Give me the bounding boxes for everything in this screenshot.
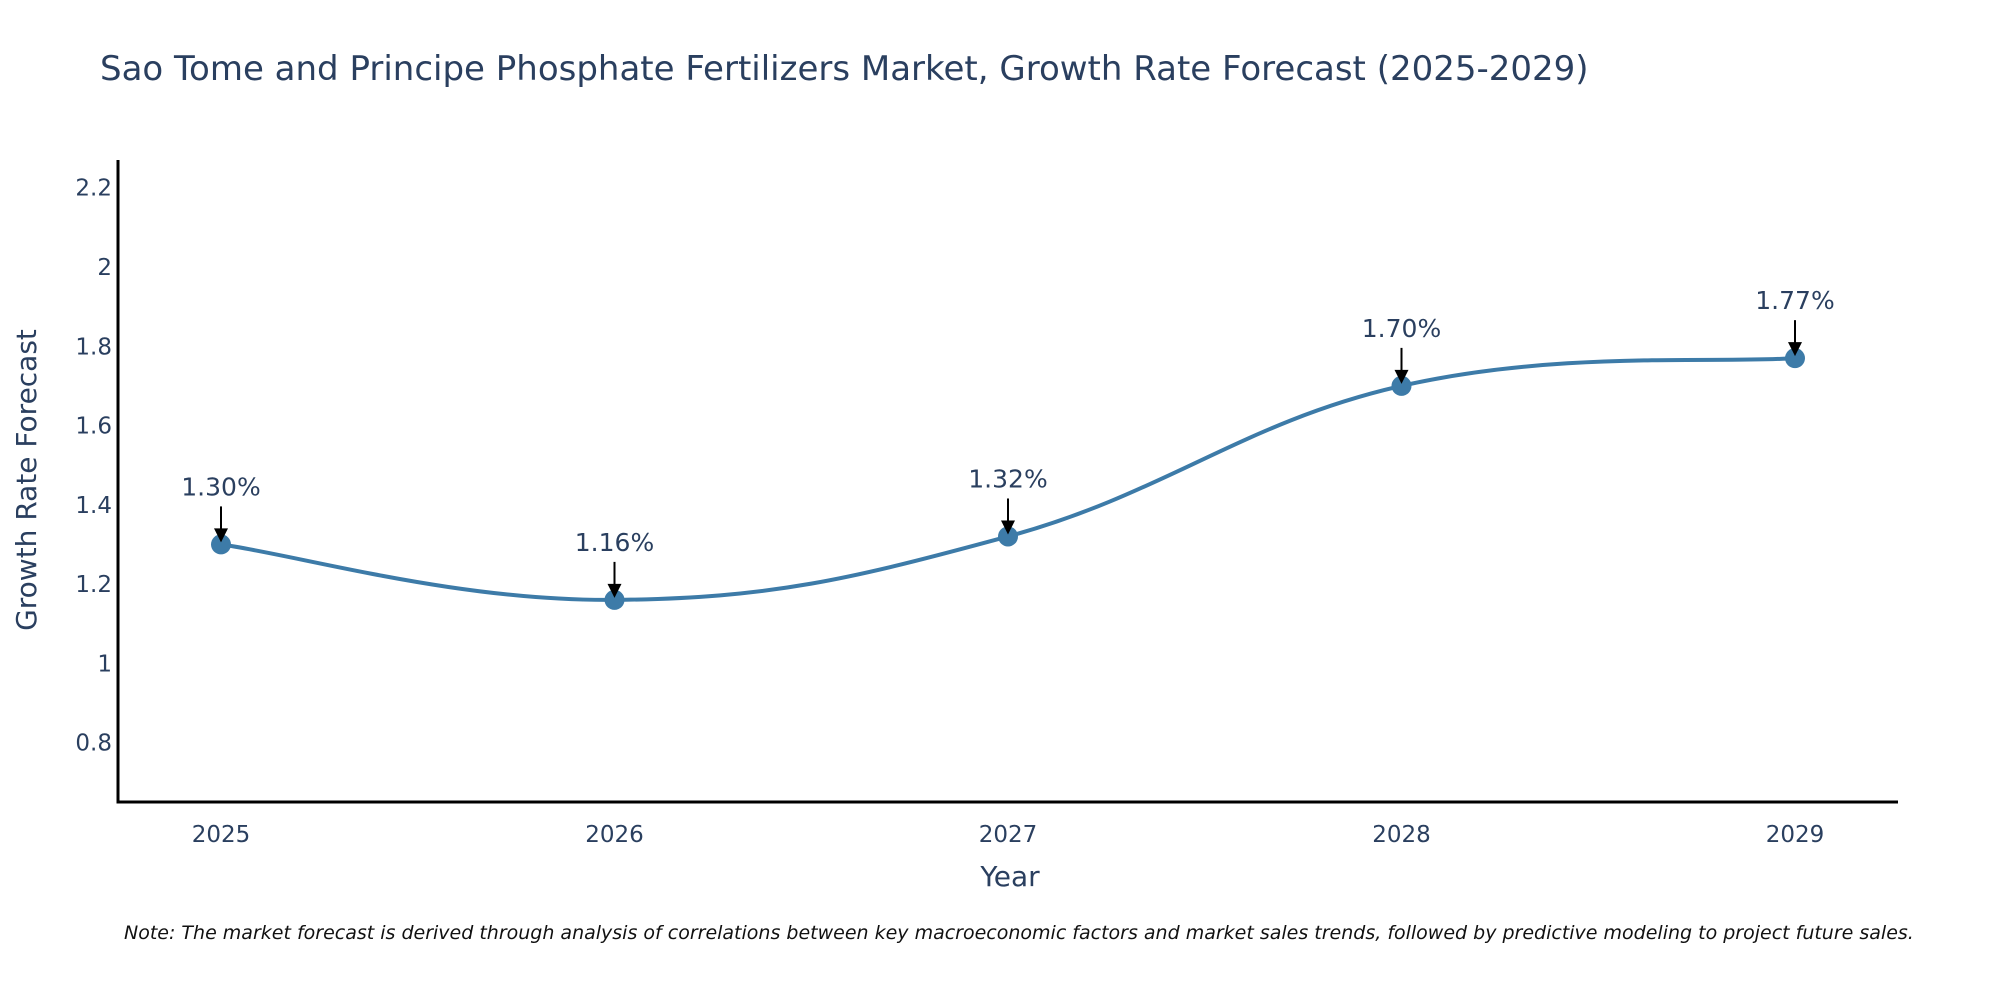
chart-title: Sao Tome and Principe Phosphate Fertiliz… [100, 49, 1589, 89]
annotation-arrowhead [1001, 520, 1015, 535]
data-point-marker [1391, 375, 1412, 396]
y-axis-ticks: 0.8 1 1.2 1.4 1.6 1.8 2 2.2 [75, 176, 112, 757]
x-tick-label: 2028 [1372, 822, 1431, 848]
data-label: 1.30% [181, 472, 260, 501]
x-tick-label: 2027 [979, 822, 1038, 848]
data-label-annotations: 1.30% 1.16% 1.32% 1.70% 1.77% [181, 286, 1835, 598]
footnote: Note: The market forecast is derived thr… [124, 922, 1914, 944]
data-point-marker [998, 526, 1018, 547]
y-tick-label: 1 [97, 651, 112, 677]
data-point-marker [211, 534, 231, 555]
x-tick-label: 2026 [585, 822, 644, 848]
y-tick-label: 1.4 [75, 493, 112, 519]
data-point-marker [604, 589, 625, 610]
annotation-arrowhead [214, 528, 228, 543]
x-tick-label: 2025 [192, 822, 251, 848]
data-label: 1.32% [968, 464, 1047, 493]
x-tick-label: 2029 [1766, 822, 1825, 848]
y-tick-label: 1.8 [75, 334, 112, 360]
data-label: 1.77% [1755, 286, 1834, 315]
series-markers [211, 348, 1805, 610]
data-point-marker [1785, 348, 1805, 369]
y-tick-label: 2 [97, 255, 112, 281]
y-tick-label: 2.2 [75, 176, 112, 202]
annotation-arrowhead [607, 583, 622, 598]
x-axis-ticks: 2025 2026 2027 2028 2029 [192, 822, 1825, 848]
y-tick-label: 1.6 [75, 414, 112, 440]
data-label: 1.70% [1362, 314, 1441, 343]
annotation-arrowhead [1394, 369, 1409, 384]
x-axis-title: Year [979, 860, 1040, 893]
annotation-arrowhead [1788, 342, 1802, 357]
y-axis-title: Growth Rate Forecast [10, 329, 43, 631]
data-label: 1.16% [575, 528, 654, 557]
y-tick-label: 1.2 [75, 572, 112, 598]
y-tick-label: 0.8 [75, 731, 112, 757]
